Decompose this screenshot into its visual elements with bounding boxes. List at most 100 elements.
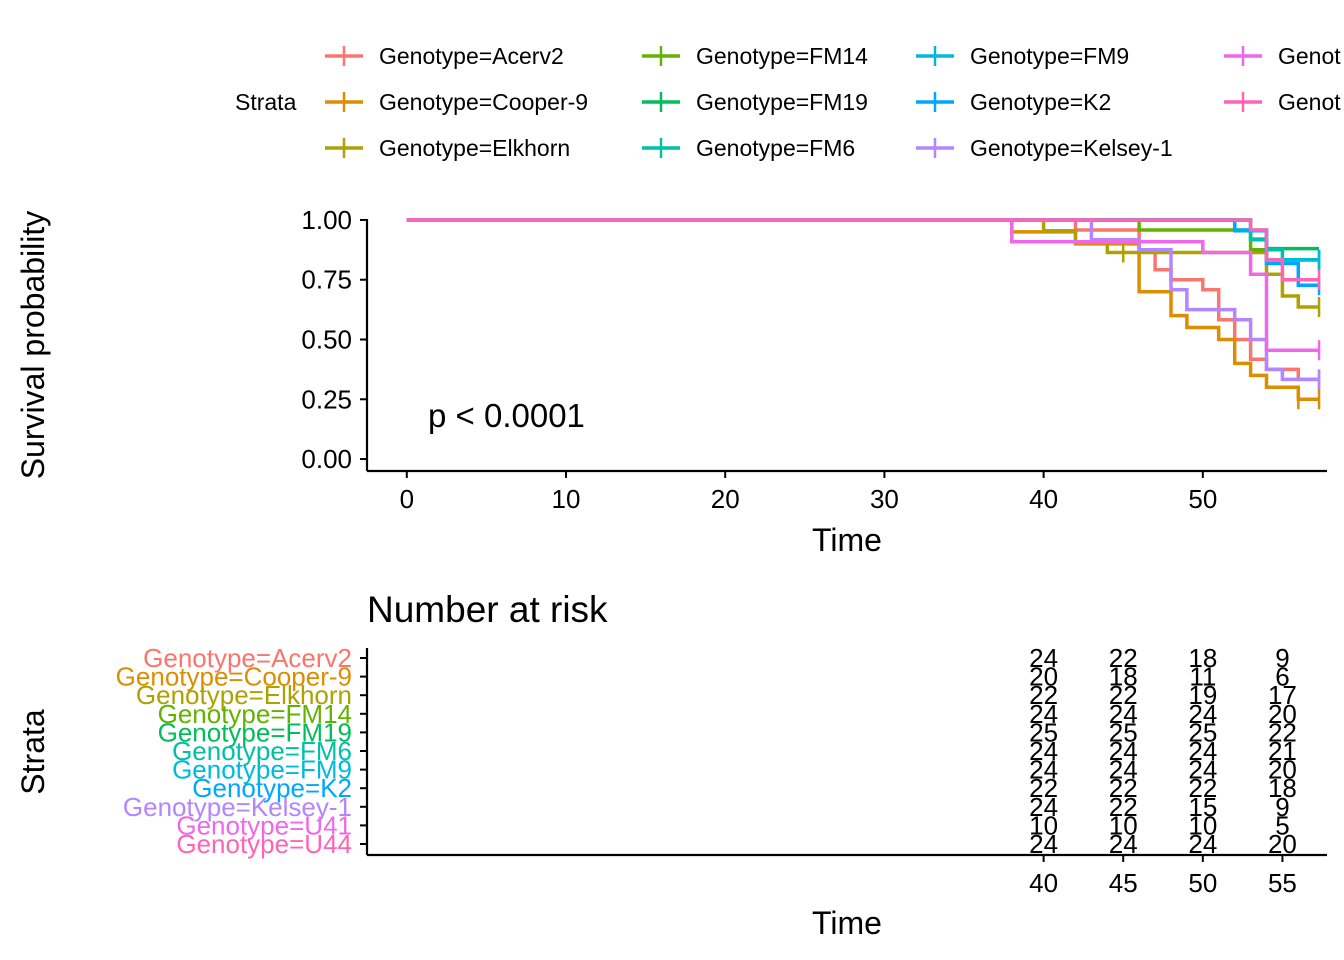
risk-cell: 9 <box>1275 643 1289 673</box>
legend-entry: Genot <box>1224 43 1341 69</box>
legend-entry: Genot <box>1224 89 1341 115</box>
risk-cell: 22 <box>1029 773 1058 803</box>
risk-row-label: Genotype=Acerv2 <box>143 643 352 673</box>
km-series-line <box>406 218 1319 382</box>
risk-cell: 24 <box>1109 699 1138 729</box>
risk-cell: 22 <box>1029 680 1058 710</box>
risk-cell: 18 <box>1268 773 1297 803</box>
risk-cell: 24 <box>1029 699 1058 729</box>
km-series-line <box>406 218 1319 282</box>
legend-entry-label: Genotype=FM19 <box>696 89 868 115</box>
risk-table-title: Number at risk <box>367 589 608 630</box>
risk-cell: 22 <box>1109 643 1138 673</box>
risk-cell: 25 <box>1188 717 1217 747</box>
risk-cell: 24 <box>1029 736 1058 766</box>
legend-entry-label: Genotype=Acerv2 <box>379 43 564 69</box>
risk-cell: 24 <box>1109 755 1138 785</box>
km-x-tick-label: 10 <box>552 484 581 514</box>
risk-row-label: Genotype=Kelsey-1 <box>123 792 352 822</box>
km-y-tick-label: 0.00 <box>301 444 352 474</box>
survival-plot: 0.00 0.25 0.50 0.75 1.00 0 10 20 30 40 50 p < 0.0… <box>15 205 1327 558</box>
risk-cell: 20 <box>1268 699 1297 729</box>
risk-cell: 24 <box>1109 829 1138 859</box>
risk-cell: 24 <box>1029 643 1058 673</box>
risk-cell: 9 <box>1275 792 1289 822</box>
risk-cell: 24 <box>1029 792 1058 822</box>
risk-row-label: Genotype=U44 <box>176 829 352 859</box>
risk-cell: 20 <box>1268 829 1297 859</box>
risk-cell: 25 <box>1029 717 1058 747</box>
risk-row-label: Genotype=Elkhorn <box>136 680 352 710</box>
km-y-tick-label: 0.25 <box>301 384 352 414</box>
legend-entry-label: Genotype=Elkhorn <box>379 135 570 161</box>
legend-entry-label: Genot <box>1278 43 1341 69</box>
legend-entry-label: Genotype=FM9 <box>970 43 1129 69</box>
risk-y-axis-label: Strata <box>15 709 51 795</box>
risk-cell: 19 <box>1188 680 1217 710</box>
risk-x-tick-label: 40 <box>1029 868 1058 898</box>
legend-entry: Genotype=FM9 <box>916 43 1129 69</box>
legend-entry-label: Genotype=FM14 <box>696 43 868 69</box>
risk-table: Number at risk Genotype=Acerv2 24 22 18 9Gen… <box>15 589 1327 941</box>
risk-cell: 10 <box>1029 810 1058 840</box>
legend-entry: Genotype=FM6 <box>642 135 855 161</box>
risk-cell: 24 <box>1029 755 1058 785</box>
risk-row-label: Genotype=FM19 <box>158 717 352 747</box>
km-y-axis-label: Survival probability <box>15 211 51 480</box>
legend-entry-label: Genotype=FM6 <box>696 135 855 161</box>
km-x-tick-label: 40 <box>1029 484 1058 514</box>
risk-x-axis-label: Time <box>812 905 882 941</box>
legend-entry: Genotype=FM19 <box>642 89 868 115</box>
risk-cell: 11 <box>1189 662 1216 692</box>
km-x-tick-label: 20 <box>711 484 740 514</box>
risk-cell: 5 <box>1275 810 1289 840</box>
legend-entry: Genotype=K2 <box>916 89 1111 115</box>
km-y-tick-label: 0.50 <box>301 325 352 355</box>
risk-row-label: Genotype=FM14 <box>158 699 352 729</box>
risk-cell: 20 <box>1029 662 1058 692</box>
p-value-annotation: p < 0.0001 <box>428 397 585 434</box>
risk-cell: 17 <box>1268 680 1297 710</box>
risk-x-tick-label: 50 <box>1188 868 1217 898</box>
risk-cell: 22 <box>1268 717 1297 747</box>
legend-entry-label: Genotype=K2 <box>970 89 1111 115</box>
legend-entry: Genotype=Elkhorn <box>325 135 570 161</box>
km-y-tick-label: 0.75 <box>301 265 352 295</box>
risk-row-label: Genotype=U41 <box>176 810 352 840</box>
risk-cell: 6 <box>1275 662 1289 692</box>
km-series-line <box>406 218 1319 353</box>
legend-entry-label: Genot <box>1278 89 1341 115</box>
km-x-tick-label: 50 <box>1188 484 1217 514</box>
km-series-line <box>406 218 1319 382</box>
risk-cell: 22 <box>1109 792 1138 822</box>
risk-cell: 24 <box>1029 829 1058 859</box>
km-x-tick-label: 0 <box>400 484 414 514</box>
legend-entry-label: Genotype=Kelsey-1 <box>970 135 1173 161</box>
risk-cell: 18 <box>1109 662 1138 692</box>
km-x-axis-label: Time <box>812 522 882 558</box>
risk-cell: 22 <box>1188 773 1217 803</box>
risk-x-tick-label: 45 <box>1109 868 1138 898</box>
legend-entry-label: Genotype=Cooper-9 <box>379 89 588 115</box>
km-y-tick-label: 1.00 <box>301 205 352 235</box>
km-curves <box>406 218 1321 410</box>
risk-cell: 21 <box>1268 736 1297 766</box>
legend-title: Strata <box>235 89 297 115</box>
risk-cell: 20 <box>1268 755 1297 785</box>
legend-entry: Genotype=Acerv2 <box>325 43 564 69</box>
legend-entry: Genotype=Kelsey-1 <box>916 135 1173 161</box>
risk-row-label: Genotype=Cooper-9 <box>116 662 352 692</box>
risk-cell: 24 <box>1109 736 1138 766</box>
risk-cell: 24 <box>1188 736 1217 766</box>
legend-entry: Genotype=FM14 <box>642 43 868 69</box>
risk-cell: 22 <box>1109 680 1138 710</box>
risk-row-label: Genotype=FM9 <box>172 755 352 785</box>
risk-cell: 22 <box>1109 773 1138 803</box>
risk-cell: 24 <box>1188 829 1217 859</box>
legend: Strata Genotype=Acerv2 Genotype=Cooper-9 G… <box>235 43 1341 161</box>
legend-entry: Genotype=Cooper-9 <box>325 89 588 115</box>
risk-row-label: Genotype=K2 <box>192 773 352 803</box>
risk-cell: 24 <box>1188 755 1217 785</box>
km-series-line <box>406 218 1319 251</box>
